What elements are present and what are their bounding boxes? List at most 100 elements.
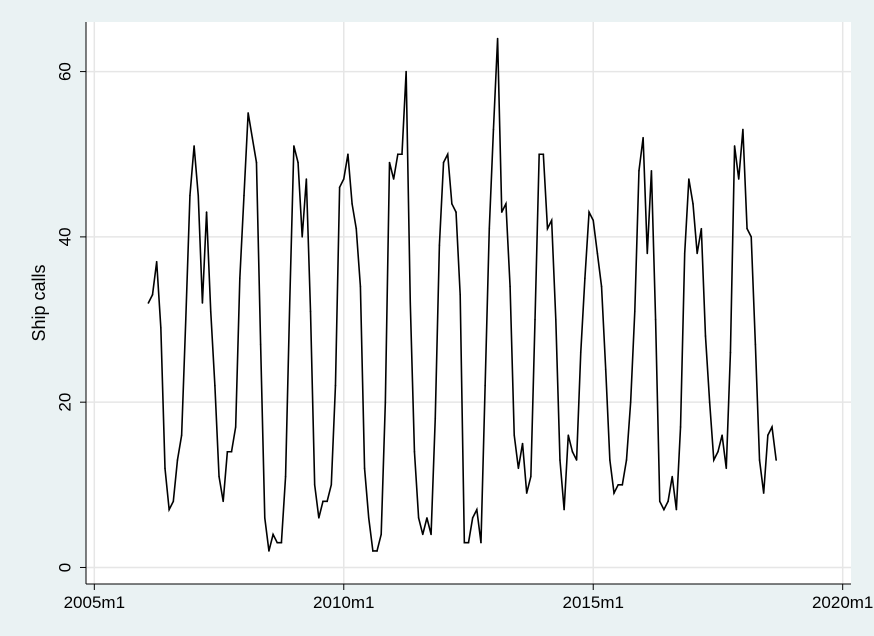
data-point xyxy=(721,434,723,437)
data-point xyxy=(230,450,233,453)
data-point xyxy=(559,459,561,461)
data-point xyxy=(263,517,266,519)
data-point xyxy=(613,492,615,494)
series-layer xyxy=(147,37,777,552)
data-point xyxy=(575,459,578,461)
data-point xyxy=(717,450,719,453)
data-point xyxy=(155,260,158,263)
data-point xyxy=(376,550,378,552)
data-point xyxy=(409,302,412,304)
x-tick-label: 2010m1 xyxy=(313,593,374,612)
series-line xyxy=(147,38,777,552)
data-point xyxy=(446,153,449,156)
x-tick-label: 2015m1 xyxy=(563,593,624,612)
data-point xyxy=(471,517,474,519)
data-point xyxy=(476,508,478,511)
data-point xyxy=(505,203,507,205)
data-point xyxy=(683,252,686,255)
data-point xyxy=(243,194,245,197)
data-point xyxy=(280,541,283,544)
data-point xyxy=(205,211,208,213)
data-point xyxy=(405,70,407,73)
data-point xyxy=(430,533,432,536)
data-point xyxy=(629,401,632,403)
data-point xyxy=(509,285,511,288)
data-point xyxy=(546,227,549,230)
data-point xyxy=(380,533,382,536)
data-point xyxy=(151,293,154,296)
data-point xyxy=(555,318,557,321)
data-point xyxy=(322,500,324,503)
data-point xyxy=(459,293,461,296)
data-point xyxy=(451,203,453,205)
data-point xyxy=(484,384,486,387)
data-point xyxy=(239,277,241,280)
data-point xyxy=(588,211,590,213)
data-point xyxy=(305,178,308,180)
data-point xyxy=(334,384,337,387)
data-point xyxy=(729,351,732,354)
data-point xyxy=(297,161,299,164)
data-point xyxy=(675,508,678,511)
data-point xyxy=(426,517,428,519)
data-point xyxy=(193,145,195,147)
data-point xyxy=(679,426,682,428)
data-point xyxy=(733,145,736,147)
data-point xyxy=(247,112,249,114)
data-point xyxy=(201,302,204,304)
data-point xyxy=(222,500,225,503)
data-point xyxy=(492,128,495,131)
data-point xyxy=(488,227,491,230)
data-point xyxy=(521,442,524,445)
data-point xyxy=(754,343,757,346)
data-point xyxy=(563,508,565,511)
data-point xyxy=(525,492,528,494)
data-point xyxy=(347,153,349,156)
data-point xyxy=(604,368,607,370)
data-point xyxy=(209,310,212,313)
y-tick-label: 0 xyxy=(55,563,74,572)
data-point xyxy=(596,252,599,255)
x-tick-label: 2020m1 xyxy=(812,593,873,612)
data-point xyxy=(634,310,636,313)
data-point xyxy=(434,417,437,420)
data-point xyxy=(579,351,582,354)
data-point xyxy=(372,550,374,552)
data-point xyxy=(268,550,270,552)
data-point xyxy=(775,459,777,461)
gridlines xyxy=(86,22,851,584)
data-point xyxy=(567,434,570,437)
data-point xyxy=(214,384,216,387)
data-point xyxy=(767,434,769,437)
data-point xyxy=(725,467,728,470)
data-point xyxy=(746,227,748,230)
data-point xyxy=(392,178,395,180)
data-point xyxy=(646,252,649,255)
data-point xyxy=(197,194,200,197)
data-point xyxy=(384,401,387,403)
data-point xyxy=(517,467,520,470)
data-point xyxy=(467,541,470,544)
data-point xyxy=(313,484,316,486)
data-point xyxy=(176,459,179,461)
data-point xyxy=(438,244,441,246)
data-point xyxy=(530,475,532,478)
data-point xyxy=(288,302,291,304)
x-tick-label: 2005m1 xyxy=(64,593,125,612)
data-point xyxy=(417,517,420,519)
data-point xyxy=(168,508,170,511)
data-point xyxy=(234,426,237,428)
data-point xyxy=(650,169,653,172)
data-point xyxy=(413,450,416,453)
data-point xyxy=(218,475,220,478)
data-point xyxy=(480,541,482,544)
data-point xyxy=(758,459,761,461)
data-point xyxy=(251,136,254,139)
data-point xyxy=(421,533,424,536)
data-point xyxy=(771,426,773,428)
data-point xyxy=(592,219,595,222)
data-point xyxy=(692,203,694,205)
data-point xyxy=(550,219,553,222)
plot-area xyxy=(86,22,851,584)
